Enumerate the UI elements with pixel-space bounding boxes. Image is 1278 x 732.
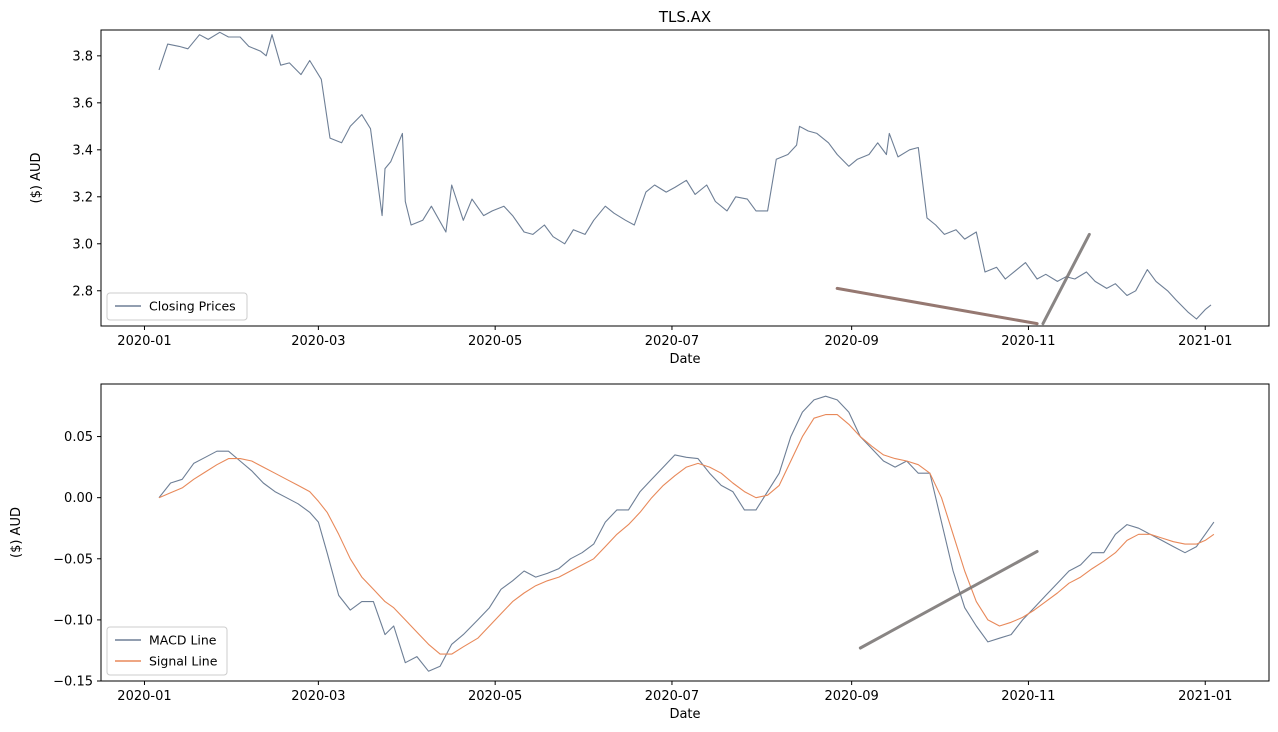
x-tick-label: 2020-07: [645, 689, 699, 704]
x-axis-label: Date: [669, 352, 700, 367]
series-line-macd-line: [158, 395, 1215, 672]
y-tick-label: 3.0: [72, 237, 93, 252]
x-tick-label: 2021-01: [1178, 689, 1232, 704]
legend-label: MACD Line: [149, 633, 217, 648]
y-tick-label: 3.2: [72, 190, 93, 205]
plot-frame: [100, 29, 1270, 327]
y-tick-label: −0.05: [53, 552, 93, 567]
x-tick-label: 2020-03: [291, 334, 345, 349]
trend-line-1: [858, 549, 1039, 650]
legend-label: Signal Line: [149, 654, 218, 669]
y-axis-label: ($) AUD: [29, 153, 44, 204]
y-tick-label: 2.8: [72, 284, 93, 299]
chart-title: TLS.AX: [658, 8, 711, 26]
x-tick-label: 2020-07: [645, 334, 699, 349]
y-tick-label: −0.10: [53, 613, 93, 628]
y-tick-label: 3.6: [72, 96, 93, 111]
y-axis-label: ($) AUD: [9, 507, 24, 558]
x-tick-label: 2021-01: [1178, 334, 1232, 349]
macd-panel: 2020-01 2020-03 2020-05 2020-07 2020-09 2020-…: [9, 383, 1270, 722]
x-tick-label: 2020-01: [117, 689, 171, 704]
trend-line-2: [1041, 232, 1091, 326]
y-tick-label: 0.05: [64, 430, 93, 445]
legend-box: [106, 292, 248, 321]
x-tick-label: 2020-05: [468, 334, 522, 349]
x-tick-label: 2020-01: [117, 334, 171, 349]
x-tick-label: 2020-09: [824, 334, 878, 349]
legend-box: [106, 626, 228, 676]
legend-label: Closing Prices: [149, 299, 236, 314]
trend-line-1: [835, 286, 1039, 326]
y-tick-label: −0.15: [53, 675, 93, 690]
plot-frame: [100, 383, 1270, 682]
series-line-signal-line: [158, 414, 1215, 655]
y-tick-label: 3.8: [72, 49, 93, 64]
x-tick-label: 2020-11: [1001, 689, 1055, 704]
closing-price-panel: TLS.AX 2020-01 2020-03 2020-05 2020-07 2020-0…: [29, 8, 1270, 367]
x-tick-label: 2020-09: [824, 689, 878, 704]
series-line-closing-prices: [158, 31, 1212, 320]
x-tick-label: 2020-05: [468, 689, 522, 704]
x-axis-label: Date: [669, 707, 700, 722]
x-tick-label: 2020-11: [1001, 334, 1055, 349]
y-tick-label: 0.00: [64, 491, 93, 506]
y-tick-label: 3.4: [72, 143, 93, 158]
x-tick-label: 2020-03: [291, 689, 345, 704]
